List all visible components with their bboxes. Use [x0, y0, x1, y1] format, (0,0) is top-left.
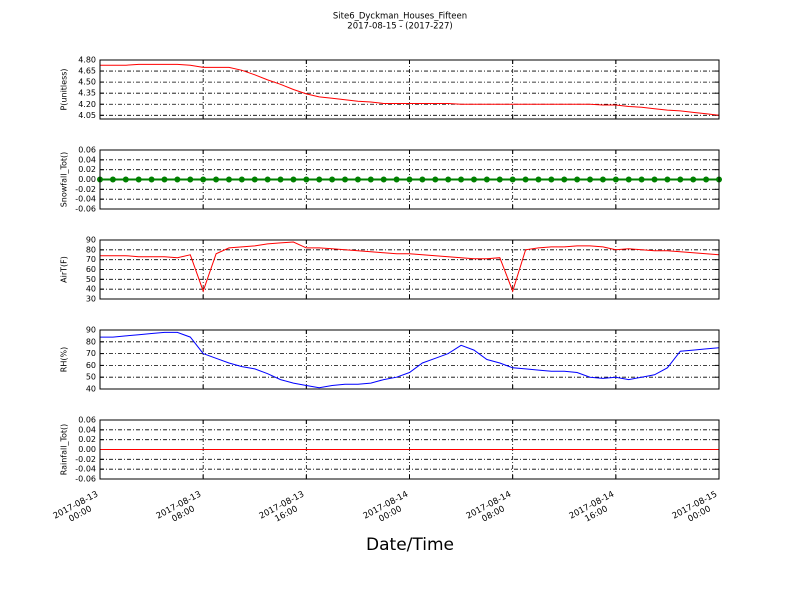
data-point — [458, 176, 465, 183]
data-point — [316, 176, 323, 183]
y-tick-label: 0.00 — [78, 175, 96, 184]
y-tick-label: 80 — [86, 337, 96, 346]
y-tick-label: 0.00 — [78, 445, 96, 454]
y-tick-label: -0.06 — [75, 475, 96, 484]
data-point — [496, 176, 503, 183]
data-point — [135, 176, 142, 183]
data-point — [419, 176, 426, 183]
y-tick-label: 4.20 — [78, 100, 96, 109]
data-point — [522, 176, 529, 183]
data-line — [100, 241, 720, 293]
y-tick-label: 0.06 — [78, 416, 96, 425]
data-point — [200, 176, 207, 183]
y-tick-label: -0.04 — [75, 465, 96, 474]
data-point — [174, 176, 181, 183]
y-tick-label: -0.02 — [75, 185, 96, 194]
data-point — [148, 176, 155, 183]
data-point — [251, 176, 258, 183]
y-axis-label: P(unitless) — [60, 68, 69, 110]
data-point — [354, 176, 361, 183]
data-point — [535, 176, 542, 183]
y-tick-label: 0.02 — [78, 435, 96, 444]
data-point — [587, 176, 594, 183]
data-point — [548, 176, 555, 183]
data-line — [100, 331, 720, 389]
data-point — [290, 176, 297, 183]
data-point — [664, 176, 671, 183]
plot-frame — [99, 239, 720, 300]
y-axis-label: AirT(F) — [60, 256, 69, 283]
y-tick-label: 4.05 — [78, 111, 96, 120]
data-point — [367, 176, 374, 183]
y-tick-label: 40 — [86, 285, 96, 294]
y-tick-label: 70 — [86, 349, 96, 358]
data-point — [677, 176, 684, 183]
data-point — [213, 176, 220, 183]
y-tick-label: 90 — [86, 326, 96, 335]
data-point — [109, 176, 116, 183]
data-point — [638, 176, 645, 183]
y-tick-label: -0.04 — [75, 195, 96, 204]
data-point — [612, 176, 619, 183]
data-line — [100, 63, 720, 116]
data-point — [122, 176, 129, 183]
y-axis-label: RH(%) — [60, 347, 69, 372]
data-point — [393, 176, 400, 183]
data-point — [303, 176, 310, 183]
y-tick-label: 50 — [86, 275, 96, 284]
data-point — [432, 176, 439, 183]
y-tick-label: -0.02 — [75, 455, 96, 464]
data-point — [277, 176, 284, 183]
data-point — [690, 176, 697, 183]
y-tick-label: 80 — [86, 245, 96, 254]
y-tick-label: 0.04 — [78, 425, 96, 434]
data-point — [329, 176, 336, 183]
y-tick-label: 40 — [86, 385, 96, 394]
y-tick-label: -0.06 — [75, 205, 96, 214]
y-tick-label: 60 — [86, 265, 96, 274]
y-tick-label: 0.06 — [78, 146, 96, 155]
data-point — [406, 176, 413, 183]
y-tick-label: 4.80 — [78, 56, 96, 65]
y-tick-label: 4.35 — [78, 89, 96, 98]
chart-subtitle: 2017-08-15 - (2017-227) — [347, 22, 452, 32]
data-point — [380, 176, 387, 183]
data-point — [509, 176, 516, 183]
data-point — [483, 176, 490, 183]
y-axis-label: Snowfall_Tot() — [60, 152, 69, 208]
y-tick-label: 4.50 — [78, 78, 96, 87]
data-point — [599, 176, 606, 183]
y-tick-label: 0.02 — [78, 165, 96, 174]
y-tick-label: 0.04 — [78, 155, 96, 164]
data-point — [161, 176, 168, 183]
y-tick-label: 30 — [86, 295, 96, 304]
x-axis-label: Date/Time — [366, 535, 454, 555]
data-point — [238, 176, 245, 183]
y-tick-label: 60 — [86, 361, 96, 370]
data-point — [264, 176, 271, 183]
data-point — [703, 176, 710, 183]
plot-frame — [99, 59, 720, 120]
y-tick-label: 90 — [86, 236, 96, 245]
y-tick-label: 50 — [86, 373, 96, 382]
data-point — [225, 176, 232, 183]
data-point — [445, 176, 452, 183]
data-point — [625, 176, 632, 183]
data-point — [561, 176, 568, 183]
chart-title: Site6_Dyckman_Houses_Fifteen — [333, 12, 467, 22]
plot-frame — [99, 419, 720, 480]
data-point — [574, 176, 581, 183]
data-point — [651, 176, 658, 183]
data-point — [342, 176, 349, 183]
data-point — [187, 176, 194, 183]
plot-frame — [99, 149, 720, 210]
y-axis-label: Rainfall_Tot() — [60, 424, 69, 476]
y-tick-label: 70 — [86, 255, 96, 264]
y-tick-label: 4.65 — [78, 67, 96, 76]
data-point — [470, 176, 477, 183]
plot-frame — [99, 329, 720, 390]
